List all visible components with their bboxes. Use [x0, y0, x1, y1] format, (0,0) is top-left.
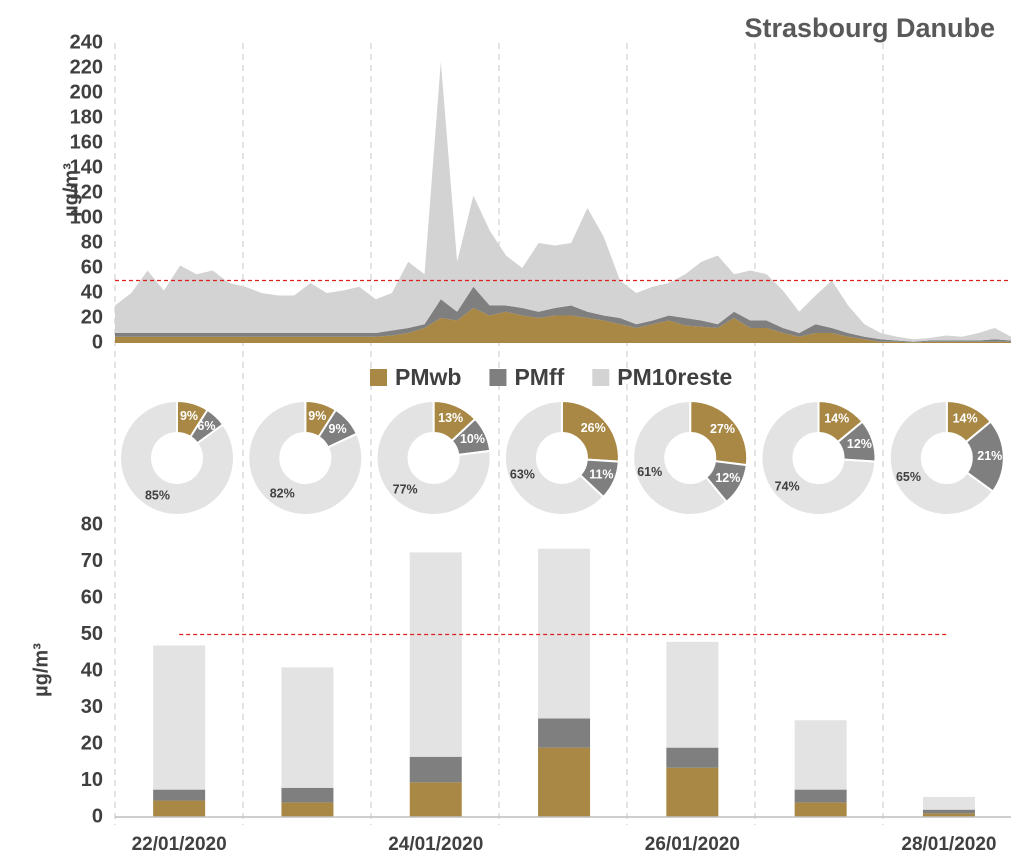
- data-label: 26%: [581, 421, 606, 435]
- data-label: 9%: [329, 422, 347, 436]
- donut-slice: [760, 399, 877, 516]
- bar: [281, 667, 334, 788]
- y-tick-label: 70: [81, 550, 103, 572]
- bar: [409, 782, 462, 817]
- bar: [153, 645, 206, 790]
- donut-slice: [560, 399, 620, 463]
- bar: [922, 796, 975, 810]
- data-label: 82%: [270, 487, 295, 501]
- bar: [281, 802, 334, 817]
- bar: [538, 548, 591, 719]
- legend-swatch: [592, 369, 610, 386]
- y-tick-label: 10: [81, 769, 103, 791]
- data-label: 9%: [308, 409, 326, 423]
- donut-slice: [632, 399, 728, 516]
- donut-slice: [888, 399, 995, 516]
- y-tick-label: 200: [70, 81, 103, 103]
- area: [115, 308, 1011, 343]
- y-tick-label: 30: [81, 696, 103, 718]
- donut-slice: [689, 399, 749, 467]
- data-label: 77%: [393, 483, 418, 497]
- donut-slice: [247, 399, 364, 516]
- legend-label: PMwb: [395, 364, 461, 390]
- y-tick-label: 20: [81, 306, 103, 328]
- bar: [153, 800, 206, 817]
- y-tick-label: 80: [81, 513, 103, 535]
- bar: [794, 720, 847, 790]
- data-label: 12%: [715, 471, 740, 485]
- legend-swatch: [370, 369, 387, 386]
- data-label: 11%: [589, 467, 613, 481]
- data-label: 12%: [847, 437, 872, 451]
- donut-slice: [503, 399, 605, 516]
- bar: [666, 641, 719, 748]
- data-label: 85%: [145, 489, 170, 503]
- data-label: 65%: [896, 470, 921, 484]
- y-axis-label: µg/m³: [30, 643, 52, 697]
- bar: [538, 747, 591, 817]
- bar: [538, 718, 591, 748]
- legend-label: PMff: [514, 364, 564, 390]
- area: [115, 286, 1011, 343]
- y-tick-label: 80: [81, 231, 103, 253]
- bar: [153, 789, 206, 801]
- donut-slice: [375, 399, 492, 516]
- y-tick-label: 120: [70, 181, 103, 203]
- y-tick-label: 60: [81, 256, 103, 278]
- y-tick-label: 160: [70, 131, 103, 153]
- bar: [922, 809, 975, 814]
- bar: [666, 767, 719, 817]
- chart-title: Strasbourg Danube: [744, 13, 995, 43]
- data-label: 27%: [710, 422, 735, 436]
- x-tick-label: 22/01/2020: [132, 834, 227, 855]
- area: [115, 61, 1011, 342]
- y-tick-label: 100: [70, 206, 103, 228]
- bar: [281, 787, 334, 803]
- bar: [794, 789, 847, 803]
- y-tick-label: 180: [70, 106, 103, 128]
- y-tick-label: 40: [81, 281, 103, 303]
- y-tick-label: 40: [81, 659, 103, 681]
- bar: [922, 813, 975, 817]
- x-tick-label: 28/01/2020: [901, 834, 996, 855]
- bar: [666, 747, 719, 768]
- data-label: 21%: [977, 449, 1002, 463]
- x-tick-label: 24/01/2020: [388, 834, 483, 855]
- legend-label: PM10reste: [617, 364, 732, 390]
- donut-slice: [119, 399, 235, 516]
- bar: [409, 552, 462, 757]
- bar: [794, 802, 847, 817]
- data-label: 14%: [953, 411, 978, 425]
- data-label: 13%: [438, 411, 463, 425]
- data-label: 9%: [180, 409, 198, 423]
- y-tick-label: 20: [81, 732, 103, 754]
- y-tick-label: 0: [92, 331, 103, 353]
- data-label: 63%: [510, 467, 535, 481]
- y-axis-label: µg/m³: [60, 163, 82, 217]
- data-label: 74%: [775, 480, 800, 494]
- data-label: 14%: [824, 411, 849, 425]
- data-label: 6%: [197, 419, 215, 433]
- y-tick-label: 50: [81, 623, 103, 645]
- y-tick-label: 0: [92, 805, 103, 827]
- bar: [409, 756, 462, 783]
- y-tick-label: 60: [81, 586, 103, 608]
- legend-swatch: [489, 369, 507, 386]
- y-tick-label: 140: [70, 156, 103, 178]
- y-tick-label: 240: [70, 31, 103, 53]
- x-tick-label: 26/01/2020: [645, 834, 740, 855]
- day-separators: [114, 43, 884, 825]
- y-tick-label: 220: [70, 56, 103, 78]
- data-label: 10%: [460, 432, 485, 446]
- data-label: 61%: [637, 465, 662, 479]
